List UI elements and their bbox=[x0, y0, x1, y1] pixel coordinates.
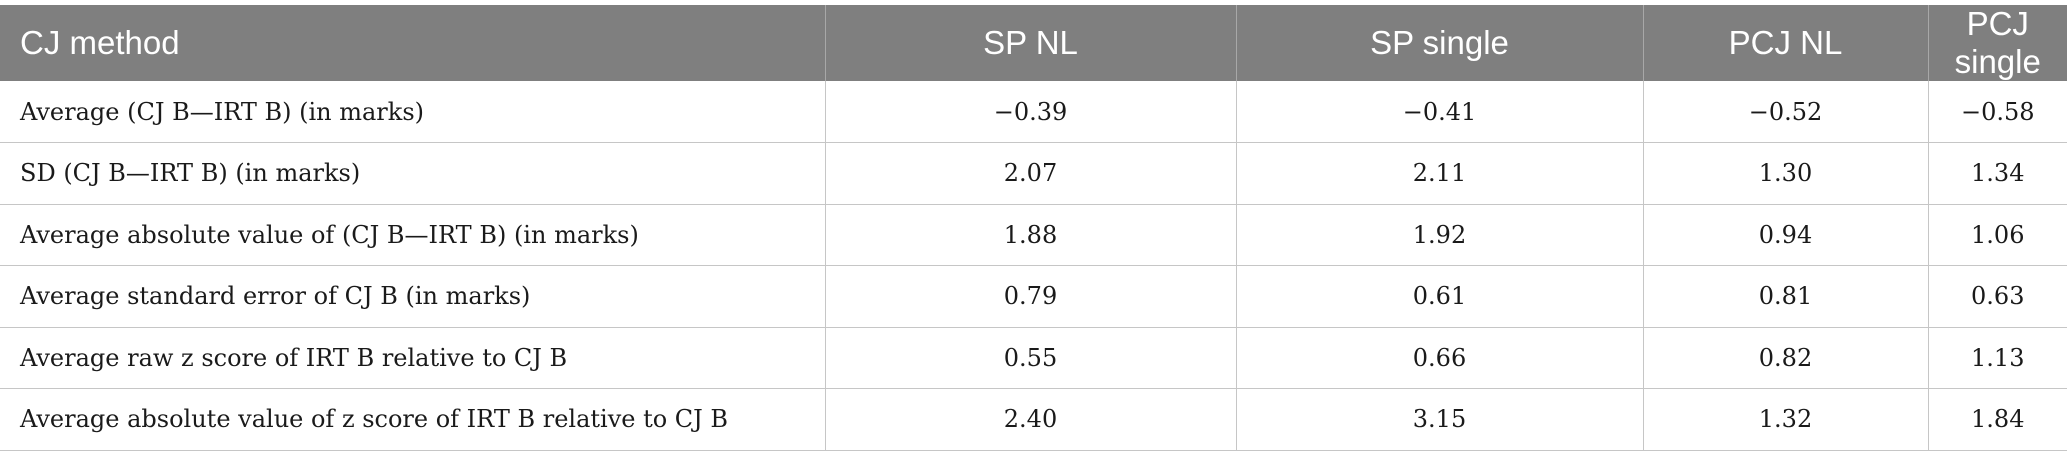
cell-pcj-single: 1.06 bbox=[1928, 204, 2067, 266]
row-label: Average absolute value of (CJ B—IRT B) (… bbox=[0, 204, 826, 266]
header-pcj-single: PCJ single bbox=[1954, 5, 2041, 80]
cell-sp-nl: 2.40 bbox=[825, 388, 1237, 451]
cell-pcj-single: 1.34 bbox=[1928, 142, 2067, 205]
header-sp-single: SP single bbox=[1236, 5, 1644, 81]
row-label: Average raw z score of IRT B relative to… bbox=[0, 327, 826, 389]
header-sp-nl: SP NL bbox=[825, 5, 1237, 81]
row-label: Average standard error of CJ B (in marks… bbox=[0, 265, 826, 328]
cell-pcj-nl: 0.81 bbox=[1643, 265, 1929, 328]
table-row: Average absolute value of z score of IRT… bbox=[0, 388, 2067, 451]
cell-sp-nl: 1.88 bbox=[825, 204, 1237, 266]
cell-sp-nl: 2.07 bbox=[825, 142, 1237, 205]
cell-pcj-nl: 1.32 bbox=[1643, 388, 1929, 451]
row-label: Average (CJ B—IRT B) (in marks) bbox=[0, 81, 826, 143]
results-table: CJ method SP NL SP single PCJ NL PCJ sin… bbox=[0, 5, 2067, 451]
cell-pcj-single: 1.84 bbox=[1928, 388, 2067, 451]
header-row: CJ method SP NL SP single PCJ NL PCJ sin… bbox=[0, 5, 2067, 81]
table-row: SD (CJ B—IRT B) (in marks) 2.07 2.11 1.3… bbox=[0, 142, 2067, 205]
results-table-container: CJ method SP NL SP single PCJ NL PCJ sin… bbox=[0, 5, 2067, 451]
cell-pcj-nl: −0.52 bbox=[1643, 81, 1929, 143]
cell-sp-nl: −0.39 bbox=[825, 81, 1237, 143]
cell-sp-single: −0.41 bbox=[1236, 81, 1644, 143]
row-label: SD (CJ B—IRT B) (in marks) bbox=[0, 142, 826, 205]
cell-pcj-nl: 0.82 bbox=[1643, 327, 1929, 389]
cell-sp-single: 3.15 bbox=[1236, 388, 1644, 451]
cell-pcj-nl: 1.30 bbox=[1643, 142, 1929, 205]
table-row: Average (CJ B—IRT B) (in marks) −0.39 −0… bbox=[0, 81, 2067, 143]
cell-pcj-single: 1.13 bbox=[1928, 327, 2067, 389]
cell-sp-single: 2.11 bbox=[1236, 142, 1644, 205]
cell-sp-single: 0.66 bbox=[1236, 327, 1644, 389]
cell-sp-single: 1.92 bbox=[1236, 204, 1644, 266]
table-row: Average raw z score of IRT B relative to… bbox=[0, 327, 2067, 389]
cell-pcj-nl: 0.94 bbox=[1643, 204, 1929, 266]
cell-pcj-single: 0.63 bbox=[1928, 265, 2067, 328]
cell-sp-single: 0.61 bbox=[1236, 265, 1644, 328]
cell-sp-nl: 0.79 bbox=[825, 265, 1237, 328]
cell-pcj-single: −0.58 bbox=[1928, 81, 2067, 143]
row-label: Average absolute value of z score of IRT… bbox=[0, 388, 826, 451]
header-pcj-nl: PCJ NL bbox=[1643, 5, 1929, 81]
table-row: Average absolute value of (CJ B—IRT B) (… bbox=[0, 204, 2067, 266]
table-row: Average standard error of CJ B (in marks… bbox=[0, 265, 2067, 328]
cell-sp-nl: 0.55 bbox=[825, 327, 1237, 389]
header-cj-method: CJ method bbox=[0, 5, 826, 81]
